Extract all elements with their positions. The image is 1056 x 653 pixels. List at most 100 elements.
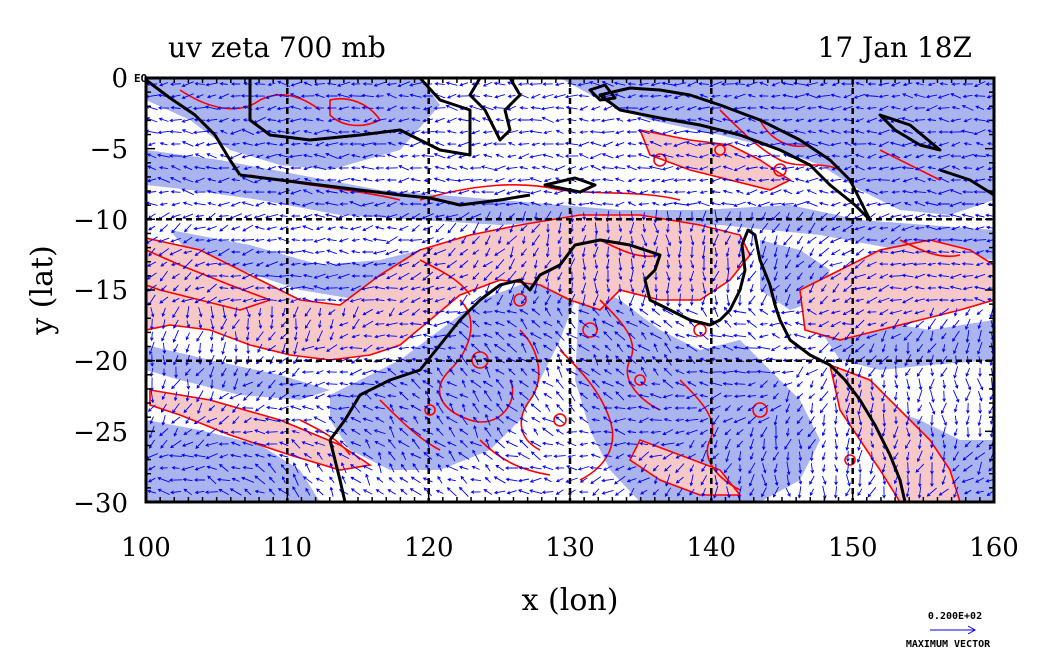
wind-vector (674, 430, 685, 435)
wind-vector (961, 202, 974, 206)
wind-vector (545, 233, 550, 248)
wind-vector (375, 346, 384, 351)
wind-vector (697, 404, 710, 412)
wind-vector (171, 202, 180, 207)
wind-vector (577, 344, 590, 352)
wind-vector (950, 118, 961, 123)
wind-vector (181, 140, 194, 147)
wind-vector (469, 178, 482, 183)
wind-vector (149, 331, 154, 342)
wind-vector (348, 381, 363, 386)
wind-vector (690, 235, 695, 246)
wind-vector (651, 106, 660, 111)
wind-vector (722, 417, 733, 423)
wind-vector (170, 440, 182, 449)
wind-vector (817, 105, 830, 110)
wind-vector (181, 453, 195, 458)
wind-vector (471, 117, 481, 123)
wind-vector (810, 463, 815, 474)
wind-vector (266, 285, 277, 290)
wind-vector (410, 345, 421, 350)
wind-vector (978, 427, 982, 438)
wind-vector (207, 177, 217, 182)
wind-vector (613, 165, 626, 170)
wind-vector (818, 129, 829, 135)
wind-vector (545, 307, 551, 317)
wind-vector (821, 440, 827, 449)
wind-vector (901, 165, 914, 170)
wind-vector (161, 415, 166, 426)
wind-vector (314, 381, 326, 387)
wind-vector (626, 118, 637, 123)
wind-vector (961, 213, 974, 218)
wind-vector (422, 333, 433, 338)
wind-vector (555, 466, 565, 470)
wind-vector (902, 82, 913, 87)
wind-vector (277, 153, 290, 158)
wind-vector (564, 94, 579, 99)
wind-vector (313, 129, 326, 135)
wind-vector (542, 82, 553, 86)
wind-vector (361, 261, 374, 267)
wind-vector (529, 332, 542, 340)
wind-vector (434, 214, 445, 219)
wind-vector (350, 285, 361, 291)
wind-vector (459, 285, 468, 291)
wind-vector (913, 93, 926, 98)
wind-vector (973, 81, 986, 88)
wind-vector (460, 224, 468, 232)
wind-vector (737, 247, 742, 258)
wind-vector (292, 486, 300, 498)
wind-vector (436, 427, 444, 436)
wind-vector (867, 141, 876, 146)
wind-vector (664, 330, 672, 341)
wind-vector (986, 94, 994, 99)
wind-vector (399, 297, 408, 303)
wind-vector (162, 342, 167, 355)
wind-vector (902, 296, 914, 304)
wind-vector (698, 154, 709, 159)
wind-vector (518, 380, 529, 388)
wind-vector (230, 129, 242, 135)
wind-vector (446, 487, 457, 497)
wind-vector (785, 246, 791, 258)
wind-vector (473, 283, 479, 293)
wind-vector (506, 235, 518, 245)
wind-vector (830, 310, 841, 315)
wind-vector (949, 273, 962, 279)
wind-vector (350, 82, 361, 86)
wind-vector (833, 391, 839, 401)
wind-vector (290, 201, 301, 206)
wind-vector (480, 165, 495, 170)
wind-vector (255, 369, 264, 375)
wind-vector (472, 449, 480, 462)
wind-vector (446, 153, 457, 159)
wind-vector (375, 94, 384, 98)
wind-vector (147, 142, 156, 147)
wind-vector (434, 165, 445, 170)
wind-vector (252, 441, 267, 446)
wind-vector (962, 82, 973, 86)
wind-vector (615, 154, 625, 159)
wind-vector (325, 213, 339, 219)
wind-vector (761, 487, 767, 498)
wind-vector (519, 417, 528, 423)
wind-vector (205, 274, 218, 278)
wind-vector (279, 332, 288, 340)
wind-vector (313, 153, 326, 159)
wind-vector (615, 368, 625, 376)
wind-vector (230, 465, 241, 470)
wind-vector (953, 404, 958, 413)
wind-vector (411, 154, 420, 158)
wind-vector (672, 201, 687, 206)
wind-vector (759, 380, 768, 389)
wind-vector (362, 452, 374, 460)
wind-vector (254, 190, 265, 194)
wind-vector (350, 226, 362, 231)
wind-vector (821, 475, 827, 485)
wind-vector (866, 310, 877, 314)
wind-vector (711, 345, 720, 350)
wind-vector (206, 417, 218, 423)
vector-legend-label: MAXIMUM VECTOR (906, 639, 991, 650)
wind-vector (397, 272, 410, 280)
